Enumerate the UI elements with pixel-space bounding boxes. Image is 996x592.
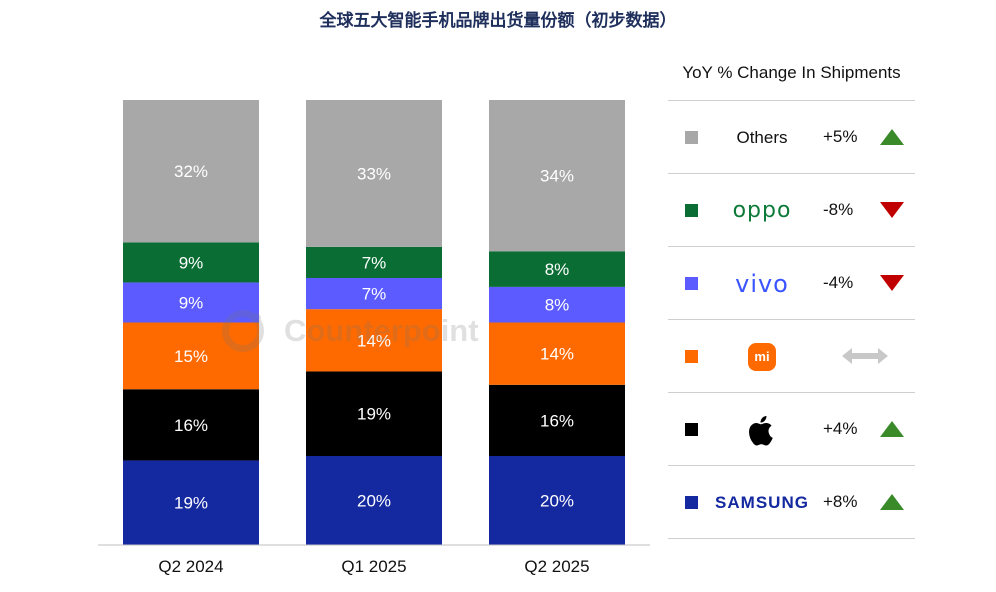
data-label: 14%: [540, 345, 574, 364]
bar-segment-apple-2: [306, 371, 442, 456]
data-label: 34%: [540, 167, 574, 186]
yoy-change-value: +4%: [823, 419, 858, 438]
bar-segment-others-2: [306, 100, 442, 247]
legend-swatch: [685, 423, 698, 436]
data-label: 15%: [174, 347, 208, 366]
legend-brand: oppo: [713, 174, 811, 247]
data-label: 32%: [174, 162, 208, 181]
bar-segment-samsung-3: [489, 456, 625, 545]
legend-swatch: [685, 277, 698, 290]
legend-row-apple: +4%: [668, 393, 915, 466]
data-label: 7%: [362, 253, 387, 272]
watermark-text: Counterpoint: [284, 313, 479, 348]
apple-logo-icon: [713, 393, 811, 466]
data-label: 33%: [357, 164, 391, 183]
legend-row-oppo: oppo -8%: [668, 174, 915, 247]
bar-segment-vivo-3: [489, 286, 625, 323]
category-label: Q2 2025: [524, 557, 589, 576]
data-label: 16%: [540, 411, 574, 430]
legend-brand: vivo: [713, 247, 811, 320]
legend-row-others: Others +5%: [668, 101, 915, 174]
bar-segment-xiaomi-2: [306, 309, 442, 372]
up-triangle-icon: [880, 129, 904, 150]
data-label: 14%: [357, 331, 391, 350]
legend-row-vivo: vivo -4%: [668, 247, 915, 320]
bar-segment-oppo-1: [123, 242, 259, 283]
bar-segment-samsung-1: [123, 460, 259, 545]
legend-swatch: [685, 204, 698, 217]
data-label: 9%: [179, 293, 204, 312]
bar-segment-oppo-2: [306, 246, 442, 278]
data-label: 19%: [357, 405, 391, 424]
category-label: Q1 2025: [341, 557, 406, 576]
up-triangle-icon: [880, 494, 904, 515]
bar-segment-samsung-2: [306, 456, 442, 545]
bar-segment-xiaomi-3: [489, 322, 625, 385]
double-arrow-icon: [842, 348, 888, 369]
data-label: 8%: [545, 260, 570, 279]
data-label: 8%: [545, 296, 570, 315]
data-label: 9%: [179, 253, 204, 272]
data-label: 7%: [362, 285, 387, 304]
bar-segment-others-3: [489, 100, 625, 252]
down-triangle-icon: [880, 202, 904, 223]
yoy-change-value: -8%: [823, 200, 854, 219]
bar-segment-oppo-3: [489, 251, 625, 287]
yoy-change-value: +8%: [823, 492, 858, 511]
data-label: 16%: [174, 416, 208, 435]
legend-header: YoY % Change In Shipments: [668, 56, 915, 101]
up-triangle-icon: [880, 421, 904, 442]
down-triangle-icon: [880, 275, 904, 296]
yoy-change-value: -4%: [823, 273, 854, 292]
counterpoint-logo-icon: [222, 310, 264, 352]
legend-panel: YoY % Change In Shipments Others +5% oppo -…: [668, 56, 915, 539]
legend-swatch: [685, 350, 698, 363]
legend-brand: mi: [713, 320, 811, 393]
watermark: Counterpoint: [222, 306, 479, 356]
legend-brand: SAMSUNG: [713, 466, 811, 539]
data-label: 19%: [174, 494, 208, 513]
data-label: 20%: [357, 492, 391, 511]
oppo-logo: oppo: [732, 198, 792, 223]
samsung-logo: SAMSUNG: [715, 492, 809, 512]
xiaomi-logo-icon: mi: [748, 342, 776, 371]
bar-segment-apple-3: [489, 384, 625, 456]
legend-row-samsung: SAMSUNG +8%: [668, 466, 915, 539]
stacked-bar-chart: 19% 16% 15% 9% 9% 32% Q2 2024 20% 19% 14% 7% 7% 33% Q…: [98, 100, 650, 576]
yoy-change-value: +5%: [823, 127, 858, 146]
vivo-logo: vivo: [735, 269, 789, 298]
bar-segment-apple-1: [123, 389, 259, 461]
chart-title: 全球五大智能手机品牌出货量份额（初步数据）: [319, 11, 677, 31]
legend-row-mi: mi: [668, 320, 915, 393]
data-label: 20%: [540, 492, 574, 511]
legend-brand-label: Others: [736, 127, 788, 147]
legend-brand: Others: [713, 101, 811, 174]
legend-swatch: [685, 496, 698, 509]
category-label: Q2 2024: [158, 557, 223, 576]
bar-segment-vivo-2: [306, 278, 442, 310]
bar-segment-others-1: [123, 100, 259, 243]
legend-swatch: [685, 131, 698, 144]
